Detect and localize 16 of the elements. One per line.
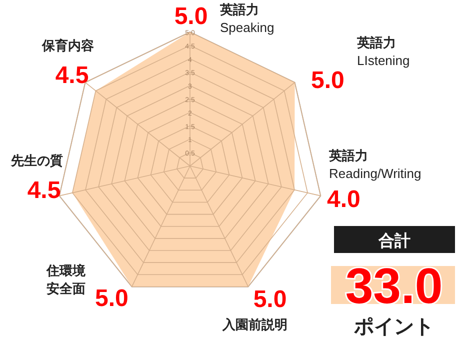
text: 合計 xyxy=(378,232,410,250)
data-label: 4.5 xyxy=(55,62,89,89)
spoke-label: 住環境安全面 xyxy=(46,263,86,296)
data-label: 5.0 xyxy=(253,286,287,313)
spoke-label: 英語力 Reading/Writing xyxy=(328,148,422,181)
spoke-label: 英語力 LIstening xyxy=(356,35,410,68)
data-label: 4.0 xyxy=(327,186,360,213)
spoke-label: 先生の質 xyxy=(10,153,63,168)
spoke-label: 英語力 Speaking xyxy=(219,2,274,35)
data-label: 5.0 xyxy=(95,285,128,312)
data-label: 5.0 xyxy=(311,67,344,94)
spoke-label: 保育内容 xyxy=(41,38,94,53)
text: 33.0 xyxy=(345,258,443,314)
spoke-label: 入園前説明 xyxy=(222,317,288,332)
text: ポイント xyxy=(353,316,434,338)
data-label: 4.5 xyxy=(27,177,61,204)
